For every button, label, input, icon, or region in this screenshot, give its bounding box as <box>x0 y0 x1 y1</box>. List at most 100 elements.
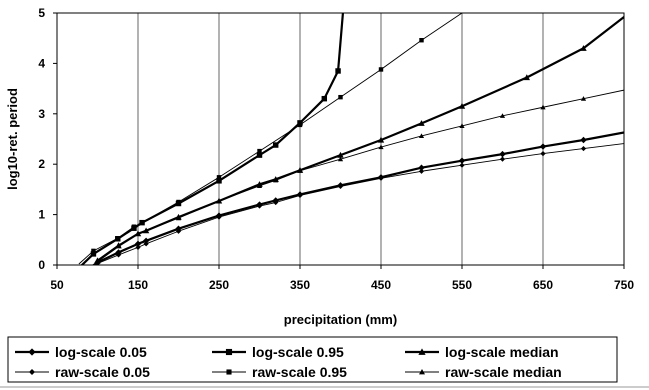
data-point <box>523 74 530 81</box>
data-point <box>257 148 262 154</box>
data-point <box>216 214 222 220</box>
data-point <box>499 150 506 158</box>
data-point <box>418 168 425 174</box>
data-point <box>378 175 384 181</box>
series-raw-scale-median <box>93 89 624 265</box>
data-point <box>378 144 384 150</box>
data-point <box>337 151 344 158</box>
data-point <box>540 151 546 157</box>
y-tick-label: 2 <box>38 157 45 171</box>
legend-swatch-marker <box>226 369 232 375</box>
data-point <box>90 251 97 257</box>
data-point <box>273 177 279 183</box>
data-point <box>580 136 587 144</box>
x-tick-label: 350 <box>290 278 310 292</box>
data-point <box>459 123 465 128</box>
x-tick-label: 150 <box>128 278 148 292</box>
data-point <box>321 95 328 102</box>
legend-swatch-marker <box>28 348 36 356</box>
data-point <box>539 143 547 150</box>
legend-item: log-scale 0.95 <box>212 344 344 360</box>
data-point <box>256 183 263 188</box>
grid-layer <box>137 13 544 265</box>
y-tick-label: 1 <box>38 208 45 222</box>
legend: log-scale 0.05 log-scale 0.95 log-scale me… <box>7 336 618 383</box>
series-layer <box>78 13 624 265</box>
legend-item: raw-scale median <box>405 364 562 380</box>
data-point <box>131 224 137 229</box>
data-point <box>115 252 122 258</box>
legend-label: raw-scale 0.95 <box>252 364 347 380</box>
data-point <box>94 257 101 263</box>
y-tick-label: 4 <box>38 56 45 70</box>
legend-label: log-scale median <box>445 344 559 360</box>
legend-swatch-marker <box>418 348 426 355</box>
data-point <box>134 240 142 248</box>
data-point <box>580 45 587 51</box>
legend-label: raw-scale 0.05 <box>55 364 150 380</box>
data-point <box>378 67 384 72</box>
y-tick-label: 3 <box>38 107 45 121</box>
legend-label: log-scale 0.95 <box>252 344 344 360</box>
y-axis-label: log10-ret. period <box>5 88 20 190</box>
series-raw-scale-0-05 <box>93 143 624 265</box>
data-point <box>272 142 279 148</box>
x-tick-label: 750 <box>614 278 634 292</box>
data-point <box>337 183 344 189</box>
legend-item: log-scale median <box>405 344 559 360</box>
data-point <box>459 162 465 168</box>
tick-layer: 50 150 250 350 450 550 650 750 0 1 2 3 4 5 <box>38 6 634 292</box>
data-point <box>337 156 344 162</box>
data-point <box>115 242 122 247</box>
legend-label: log-scale 0.05 <box>55 344 147 360</box>
x-tick-label: 450 <box>371 278 391 292</box>
series-line <box>93 89 624 265</box>
data-point <box>580 145 587 152</box>
data-point <box>458 103 466 109</box>
data-point <box>143 241 149 247</box>
series-line <box>80 13 345 265</box>
data-point <box>216 178 222 184</box>
data-point <box>175 215 182 221</box>
series-raw-scale-0-95 <box>78 13 463 265</box>
data-point <box>297 122 303 128</box>
data-point <box>139 220 145 225</box>
y-tick-label: 5 <box>38 6 45 20</box>
data-point <box>175 228 182 234</box>
data-point <box>256 203 263 209</box>
data-point <box>297 168 303 173</box>
data-point <box>418 164 425 171</box>
data-point <box>338 94 343 100</box>
legend-item: log-scale 0.05 <box>15 344 147 360</box>
data-point <box>176 199 181 205</box>
data-point <box>273 199 279 206</box>
data-point <box>377 136 385 143</box>
legend-swatch-marker <box>225 348 233 356</box>
data-point <box>540 104 546 110</box>
x-tick-label: 250 <box>209 278 229 292</box>
data-point <box>335 68 341 74</box>
data-point <box>142 237 150 245</box>
data-point <box>216 175 222 180</box>
data-point <box>135 231 141 236</box>
series-line <box>93 143 624 265</box>
x-axis-label: precipitation (mm) <box>284 312 397 327</box>
x-tick-label: 550 <box>452 278 472 292</box>
series-line <box>91 131 624 265</box>
legend-label: raw-scale median <box>445 364 562 380</box>
legend-swatch-marker <box>419 369 425 375</box>
data-point <box>256 152 263 158</box>
data-point <box>135 244 141 250</box>
data-point <box>115 236 120 241</box>
y-tick-label: 0 <box>38 258 45 272</box>
data-point <box>418 120 425 126</box>
x-tick-label: 50 <box>50 278 64 292</box>
series-log-scale-0-95 <box>80 13 345 265</box>
data-point <box>418 133 425 139</box>
legend-box <box>7 336 618 383</box>
x-tick-label: 650 <box>533 278 553 292</box>
data-point <box>216 198 222 204</box>
data-point <box>94 260 101 265</box>
data-point <box>458 157 466 164</box>
